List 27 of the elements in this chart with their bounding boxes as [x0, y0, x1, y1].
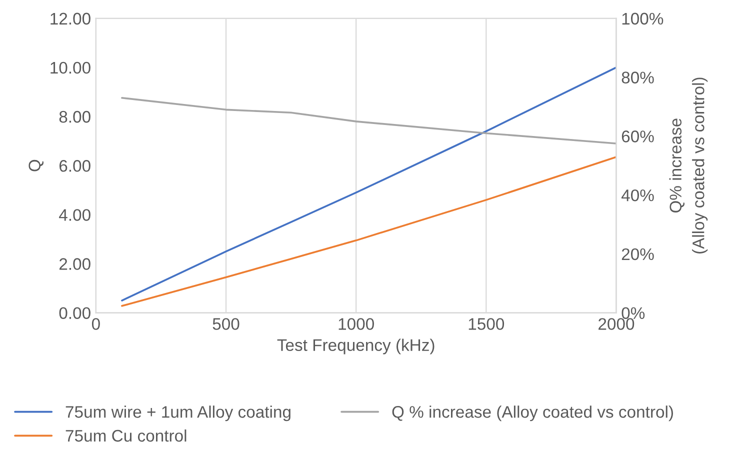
x-tick-label: 0 — [92, 318, 100, 330]
legend-label: 75um wire + 1um Alloy coating — [66, 406, 290, 422]
y2-tick-label: 100% — [622, 12, 664, 25]
y2-tick-label: 80% — [622, 72, 654, 84]
x-tick-label: 2000 — [598, 318, 634, 330]
line-series — [121, 156, 616, 307]
x-axis-title: Test Frequency (kHz) — [277, 338, 434, 354]
legend-label: 75um Cu control — [66, 429, 186, 442]
y-tick-label: 10.00 — [50, 62, 90, 74]
y2-tick-label: 40% — [621, 189, 654, 202]
x-tick-label: 1500 — [468, 318, 504, 330]
y-tick-label: 8.00 — [59, 110, 90, 123]
y2-axis-title: Q% increase (Alloy coated vs control) — [669, 78, 708, 254]
y2-tick-label: 60% — [622, 130, 654, 142]
line-series — [121, 66, 616, 302]
y-tick-label: 4.00 — [59, 209, 90, 221]
y-tick-label: 2.00 — [59, 258, 90, 270]
y2-tick-label: 20% — [622, 248, 654, 260]
x-tick-label: 1000 — [338, 318, 374, 330]
legend-label: Q % increase (Alloy coated vs control) — [392, 406, 673, 422]
y-tick-label: 6.00 — [59, 160, 90, 172]
y-tick-label: 0.00 — [59, 307, 90, 320]
x-tick-label: 500 — [212, 318, 240, 330]
line-series — [121, 96, 616, 144]
y2-tick-label: 0% — [622, 307, 645, 320]
y-tick-label: 12.00 — [50, 12, 90, 25]
y-axis-title: Q — [28, 160, 44, 172]
